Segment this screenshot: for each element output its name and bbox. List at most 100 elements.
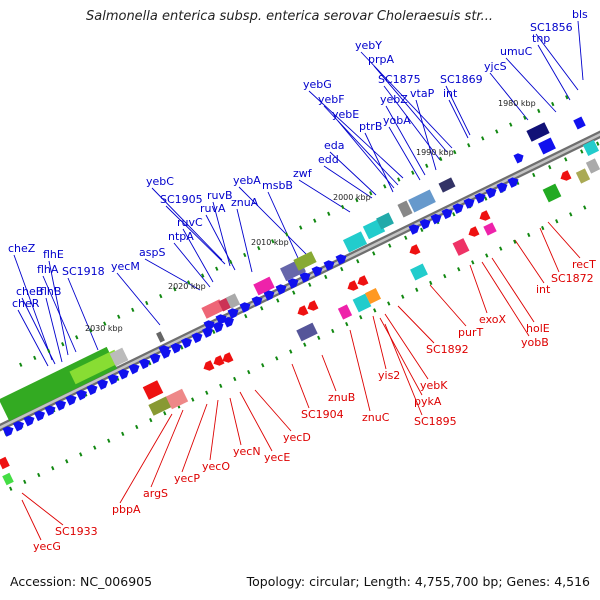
- scale-tick: [467, 143, 471, 148]
- reverse-gene-label: int: [536, 283, 551, 296]
- scale-tick: [532, 172, 536, 178]
- scale-tick: [387, 301, 391, 306]
- scale-tick: [359, 315, 363, 320]
- gene-arrow: [97, 379, 108, 390]
- reverse-gene-label: SC1895: [414, 415, 457, 428]
- gene-arrow: [335, 254, 347, 265]
- scale-tick: [401, 294, 405, 299]
- scale-labels: 1980 kbp 1990 kbp 2000 kbp 2010 kbp 2020 kbp…: [85, 99, 536, 333]
- gene-block: [69, 349, 121, 385]
- leader-line: [364, 132, 394, 193]
- leader-line: [505, 57, 557, 113]
- forward-gene-label: tnp: [532, 32, 550, 45]
- leader-line: [448, 99, 469, 139]
- reverse-gene-label: argS: [143, 487, 168, 500]
- leader-line: [415, 99, 437, 171]
- leader-line: [384, 313, 429, 380]
- gene-block: [376, 212, 394, 230]
- leader-line: [42, 275, 77, 353]
- gene-block: [585, 158, 600, 174]
- scale-tick: [452, 212, 456, 217]
- gene-block: [0, 456, 10, 470]
- scale-tick: [19, 362, 23, 367]
- gene-arrow: [181, 337, 192, 349]
- leader-line: [48, 260, 69, 356]
- gene-arrow: [139, 358, 150, 370]
- leader-line: [547, 221, 581, 259]
- scale-tick: [65, 459, 69, 464]
- leader-line: [236, 208, 253, 273]
- scale-tick: [201, 273, 205, 278]
- reverse-gene-label: znuB: [328, 391, 355, 404]
- gene-arrow: [55, 400, 66, 411]
- leader-line: [329, 151, 377, 196]
- gene-arrow: [158, 345, 170, 356]
- scale-tick: [173, 287, 177, 292]
- gene-block: [337, 304, 353, 320]
- scale-tick: [537, 108, 541, 114]
- gene-arrow: [474, 193, 486, 204]
- forward-gene-label: zwf: [293, 167, 313, 180]
- scale-tick: [355, 197, 359, 203]
- reverse-gene-label: yobB: [521, 336, 549, 349]
- gene-arrow: [191, 332, 203, 344]
- forward-gene-label: edd: [318, 153, 339, 166]
- leader-line: [254, 389, 292, 432]
- reverse-gene-label: yecE: [264, 451, 290, 464]
- scale-tick: [439, 156, 443, 162]
- gene-arrow: [23, 415, 35, 427]
- gene-arrow: [297, 305, 309, 316]
- leader-line: [539, 227, 560, 273]
- gene-arrow: [513, 153, 524, 164]
- gene-arrow: [441, 208, 453, 220]
- gene-arrow: [479, 210, 491, 221]
- reverse-gene-label: exoX: [479, 313, 506, 326]
- scale-tick: [61, 342, 65, 347]
- gene-arrow: [34, 410, 45, 422]
- scale-tick: [484, 196, 488, 201]
- scale-tick: [313, 218, 317, 223]
- scale-tick: [327, 211, 331, 216]
- forward-gene-label: cheR: [12, 297, 40, 310]
- gene-block: [364, 287, 382, 305]
- gene-block: [573, 116, 586, 130]
- gene-block: [582, 139, 600, 157]
- scale-tick: [372, 251, 376, 256]
- reverse-gene-label: SC1933: [55, 525, 98, 538]
- scale-tick: [453, 149, 457, 155]
- scale-tick: [180, 345, 184, 350]
- leader-line: [349, 329, 371, 412]
- scale-tick: [495, 129, 499, 134]
- scale-label: 2030 kbp: [85, 324, 123, 333]
- leader-line: [291, 363, 310, 409]
- leader-line: [21, 297, 56, 365]
- forward-gene-label: yebA: [233, 174, 261, 187]
- scale-tick: [429, 280, 433, 286]
- scale-tick: [276, 298, 280, 303]
- scale-tick: [135, 424, 139, 430]
- scale-tick: [51, 466, 55, 471]
- gene-arrow: [203, 320, 215, 331]
- scale-tick: [457, 267, 461, 272]
- reverse-gene-label: pbpA: [112, 503, 141, 516]
- gene-arrow: [44, 405, 56, 416]
- scale-tick: [145, 300, 149, 306]
- leader-line: [21, 499, 42, 541]
- scale-tick: [229, 259, 233, 264]
- forward-gene-label: yebY: [355, 39, 382, 52]
- gene-block: [408, 189, 436, 213]
- reverse-gene-label: yecO: [202, 460, 230, 473]
- gene-block: [2, 472, 14, 486]
- scale-tick: [425, 163, 429, 168]
- leader-line: [144, 258, 201, 291]
- forward-gene-label: vtaP: [410, 87, 435, 100]
- gene-arrow: [76, 389, 87, 401]
- reverse-gene-label: yecP: [174, 472, 200, 485]
- scale-tick: [33, 355, 37, 361]
- scale-tick: [260, 306, 264, 311]
- gene-block: [109, 347, 129, 367]
- scale-tick: [420, 227, 424, 233]
- gene-arrow: [452, 203, 464, 214]
- gene-block: [165, 388, 189, 410]
- gene-block: [526, 122, 550, 142]
